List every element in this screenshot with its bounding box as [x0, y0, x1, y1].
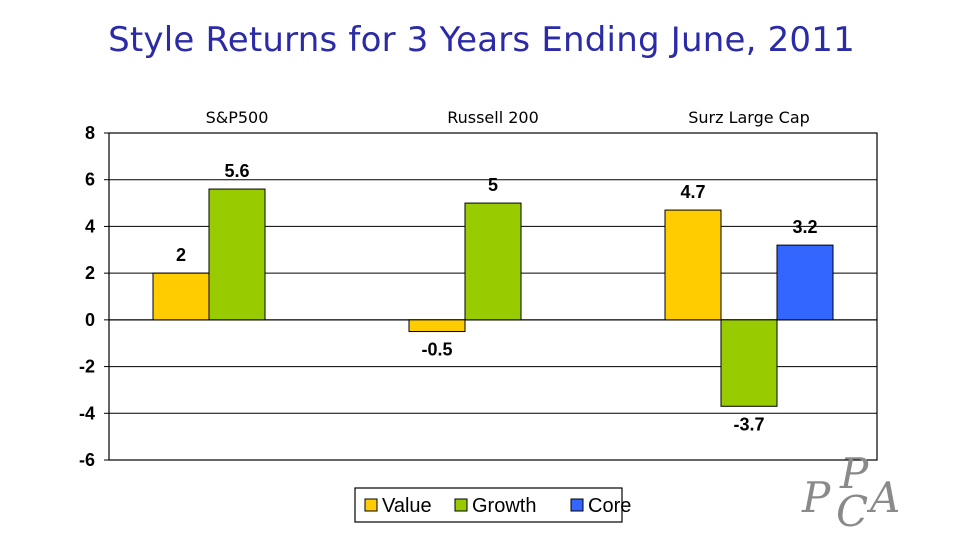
- category-label: Russell 200: [447, 108, 539, 127]
- logo-letter: A: [870, 473, 901, 522]
- logo-letter: C: [836, 487, 869, 536]
- legend-label: Core: [588, 495, 631, 517]
- data-labels: 2 5.6 -0.5 5 4.7 -3.7 3.2: [176, 161, 818, 434]
- bar: [152, 272, 210, 321]
- bar: [776, 244, 834, 321]
- y-tick-label: -4: [79, 403, 95, 423]
- data-label: 2: [176, 245, 186, 265]
- legend-swatch: [570, 498, 584, 512]
- bar: [720, 319, 778, 407]
- data-label: 3.2: [792, 217, 817, 237]
- pcpa-logo: P P C A: [800, 449, 910, 545]
- data-label: 4.7: [680, 182, 705, 202]
- logo-letter: P: [840, 449, 869, 498]
- category-labels: S&P500 Russell 200 Surz Large Cap: [206, 108, 810, 127]
- data-label: 5.6: [224, 161, 249, 181]
- plot-area-border: [108, 132, 878, 461]
- category-label: S&P500: [206, 108, 269, 127]
- y-tick-label: -6: [79, 450, 95, 470]
- bar: [664, 209, 722, 321]
- category-label: Surz Large Cap: [688, 108, 810, 127]
- legend-swatch: [364, 498, 378, 512]
- legend-swatch: [454, 498, 468, 512]
- logo-letter: P: [802, 473, 831, 522]
- bar: [208, 188, 266, 321]
- bar: [464, 202, 522, 321]
- legend-label: Growth: [472, 495, 536, 517]
- data-label: -0.5: [421, 340, 452, 360]
- y-axis: 8 6 4 2 0 -2 -4 -6: [79, 123, 109, 470]
- y-tick-label: 4: [85, 216, 95, 236]
- legend: Value Growth Core: [354, 487, 631, 523]
- y-tick-label: -2: [79, 357, 95, 377]
- data-label: 5: [488, 175, 498, 195]
- data-label: -3.7: [733, 414, 764, 434]
- y-tick-label: 2: [85, 263, 95, 283]
- legend-label: Value: [382, 495, 432, 517]
- y-tick-label: 8: [85, 123, 95, 143]
- bars: [152, 188, 834, 407]
- chart-title: Style Returns for 3 Years Ending June, 2…: [108, 20, 855, 60]
- bar: [408, 319, 466, 333]
- y-tick-label: 6: [85, 170, 95, 190]
- y-tick-label: 0: [85, 310, 95, 330]
